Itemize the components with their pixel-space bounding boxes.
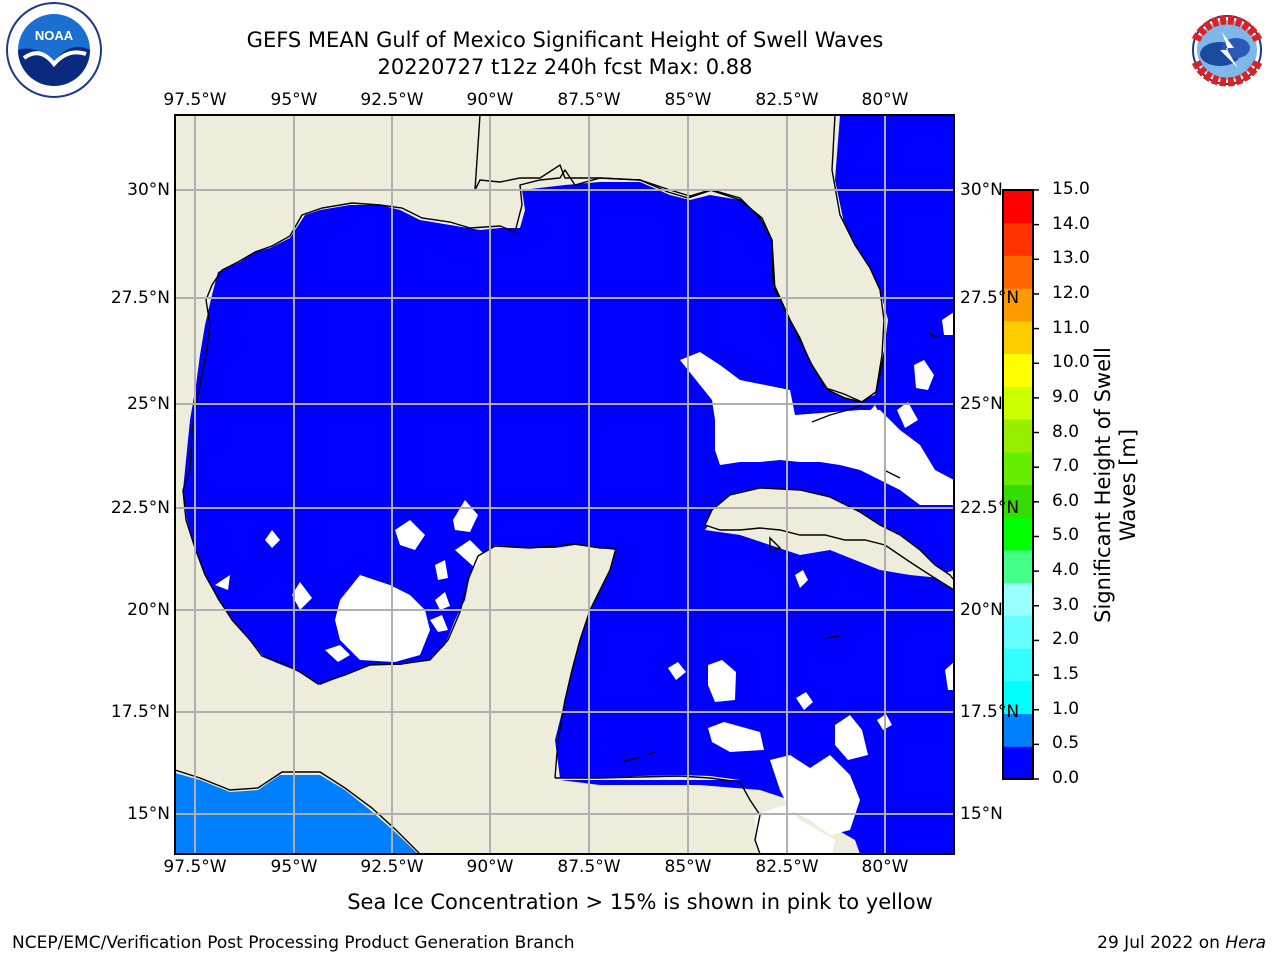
lon-label-top: 95°W [270,90,318,110]
colorbar-tick-label: 0.5 [1052,733,1080,754]
lat-label-right: 20°N [960,600,1003,620]
colorbar-tick-label: 3.0 [1052,594,1080,615]
colorbar-swatch [1003,288,1033,322]
colorbar-title: Significant Height of Swell Waves [m] [1091,320,1141,650]
colorbar-swatch [1003,549,1033,584]
lon-label-bottom: 90°W [466,857,514,877]
colorbar-swatch [1003,680,1033,715]
chart-title: GEFS MEAN Gulf of Mexico Significant Hei… [246,28,884,52]
colorbar-tick-label: 8.0 [1052,421,1080,442]
colorbar-tick-label: 1.0 [1052,698,1080,719]
sea-ice-note: Sea Ice Concentration > 15% is shown in … [347,890,933,914]
lat-label-left: 20°N [127,600,170,620]
nws-logo [1181,4,1273,96]
gulf-of-mexico-sea [183,115,954,854]
colorbar-swatch [1003,190,1033,224]
lat-label-right: 15°N [960,804,1003,824]
colorbar-tick-label: 2.0 [1052,629,1080,650]
colorbar-tick-label: 12.0 [1052,282,1090,303]
lon-label-top: 92.5°W [360,90,424,110]
gulf-south-coastline [182,489,617,779]
pacific-coastline [175,769,421,854]
map-panel [174,114,955,855]
colorbar-swatch [1003,582,1033,616]
lon-label-bottom: 97.5°W [163,857,227,877]
colorbar-tick-label: 0.0 [1052,768,1080,788]
colorbar-swatch [1003,746,1033,780]
lat-label-right: 17.5°N [960,702,1020,722]
colorbar-tick-label: 15.0 [1052,179,1090,199]
lat-label-right: 27.5°N [960,288,1020,308]
colorbar-swatch [1003,648,1033,682]
colorbar-swatch [1003,517,1033,551]
lon-label-bottom: 95°W [270,857,318,877]
lat-label-right: 25°N [960,394,1003,414]
lon-label-top: 82.5°W [755,90,819,110]
chart-subtitle: 20220727 t12z 240h fcst Max: 0.88 [377,55,753,79]
lon-label-bottom: 82.5°W [755,857,819,877]
colorbar-swatch [1003,386,1033,420]
lon-label-top: 80°W [861,90,909,110]
small-islands [621,332,941,763]
lat-label-left: 25°N [127,394,170,414]
colorbar [1002,189,1039,780]
lon-label-bottom: 85°W [664,857,712,877]
colorbar-swatch [1003,419,1033,453]
lon-label-top: 85°W [664,90,712,110]
colorbar-tick-label: 9.0 [1052,386,1080,407]
map-frame [174,114,955,855]
lat-label-left: 30°N [127,180,170,200]
footer-credit: NCEP/EMC/Verification Post Processing Pr… [12,933,575,953]
colorbar-swatch [1003,451,1033,485]
lat-label-left: 27.5°N [110,288,170,308]
footer-host: Hera [1225,933,1266,953]
lon-label-top: 87.5°W [557,90,621,110]
colorbar-swatch [1003,353,1033,387]
lon-label-bottom: 80°W [861,857,909,877]
lon-label-top: 97.5°W [163,90,227,110]
noaa-logo-text: NOAA [35,28,74,43]
lon-label-bottom: 92.5°W [360,857,424,877]
lon-label-bottom: 87.5°W [557,857,621,877]
colorbar-tick-label: 10.0 [1052,352,1090,373]
colorbar-swatch [1003,615,1033,649]
noaa-logo: NOAA [6,2,102,98]
colorbar-tick-label: 4.0 [1052,560,1080,581]
colorbar-tick-label: 7.0 [1052,456,1080,477]
colorbar-tick-label: 6.0 [1052,490,1080,511]
lat-label-right: 22.5°N [960,498,1020,518]
colorbar-swatch [1003,222,1033,256]
colorbar-tick-label: 5.0 [1052,525,1080,546]
colorbar-tick-label: 11.0 [1052,317,1090,338]
colorbar-swatch [1003,484,1033,518]
footer-date: 29 Jul 2022 on Hera [1097,933,1266,953]
lat-label-left: 15°N [127,804,170,824]
colorbar-title-line2: Waves [m] [1116,428,1140,542]
footer-date-text: 29 Jul 2022 on [1097,933,1226,953]
colorbar-title-line1: Significant Height of Swell [1091,347,1115,623]
lat-label-left: 17.5°N [110,702,170,722]
florida-peninsula [474,115,885,403]
map-gridlines [175,115,954,854]
central-america-coastline [555,775,761,854]
colorbar-tick-label: 13.0 [1052,248,1090,269]
cuba-island [704,487,954,591]
colorbar-tick-label: 1.5 [1052,664,1080,685]
colorbar-swatch [1003,255,1033,289]
lon-label-top: 90°W [466,90,514,110]
colorbar-swatch [1003,713,1033,747]
colorbar-tick-label: 14.0 [1052,213,1090,234]
lat-label-left: 22.5°N [110,498,170,518]
lat-label-right: 30°N [960,180,1003,200]
colorbar-frame [1002,189,1034,780]
mexico-coastline [182,168,885,491]
colorbar-swatch [1003,320,1033,355]
